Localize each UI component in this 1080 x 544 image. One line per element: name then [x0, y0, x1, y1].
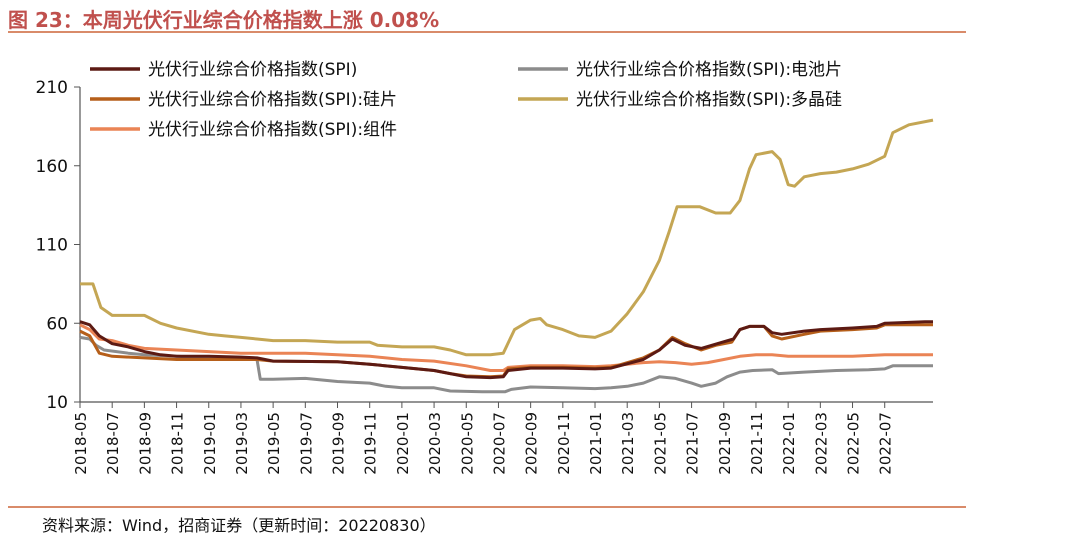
- x-tick-label: 2019-05: [265, 412, 283, 475]
- y-tick-label: 60: [46, 314, 68, 334]
- x-tick-label: 2018-09: [136, 412, 154, 475]
- y-tick-label: 160: [36, 157, 68, 177]
- x-tick-label: 2019-07: [297, 412, 315, 475]
- x-tick-label: 2019-01: [201, 412, 219, 475]
- legend-label-2: 光伏行业综合价格指数(SPI):硅片: [148, 90, 397, 110]
- legend-label-4: 光伏行业综合价格指数(SPI):组件: [148, 120, 397, 140]
- x-tick-label: 2019-03: [233, 412, 251, 475]
- source-rule: [8, 506, 966, 508]
- x-tick-label: 2021-01: [587, 412, 605, 475]
- x-tick-label: 2018-11: [169, 412, 187, 475]
- line-chart: 10 60 110 160 210 2018-05 2018-07 2018-09 2018-1…: [36, 60, 934, 475]
- x-tick-label: 2020-09: [523, 412, 541, 475]
- series-line-0: [79, 320, 933, 380]
- x-tick-label: 2020-01: [394, 412, 412, 475]
- x-tick-label: 2020-07: [490, 412, 508, 475]
- figure-title: 图 23：本周光伏行业综合价格指数上涨 0.08%: [8, 8, 440, 32]
- legend-label-1: 光伏行业综合价格指数(SPI):电池片: [576, 60, 842, 80]
- x-tick-label: 2020-11: [555, 412, 573, 475]
- legend-label-3: 光伏行业综合价格指数(SPI):多晶硅: [576, 90, 842, 110]
- x-tick-label: 2021-11: [748, 412, 766, 475]
- source-note: 资料来源：Wind，招商证券（更新时间：20220830）: [42, 516, 436, 535]
- x-tick-label: 2020-05: [458, 412, 476, 475]
- x-tick-label: 2019-09: [330, 412, 348, 475]
- x-tick-label: 2019-11: [362, 412, 380, 475]
- x-tick-label: 2022-07: [877, 412, 895, 475]
- x-tick-label: 2018-07: [104, 412, 122, 475]
- x-tick-label: 2021-07: [684, 412, 702, 475]
- x-tick-label: 2022-01: [780, 412, 798, 475]
- title-rule: [8, 31, 966, 33]
- y-tick-label: 10: [46, 393, 68, 413]
- x-tick-label: 2021-09: [716, 412, 734, 475]
- x-tick-label: 2022-05: [845, 412, 863, 475]
- y-tick-label: 110: [36, 236, 68, 256]
- x-tick-label: 2018-05: [72, 412, 90, 475]
- x-tick-label: 2021-03: [619, 412, 637, 475]
- series-line-3: [80, 118, 934, 357]
- x-tick-label: 2022-03: [812, 412, 830, 475]
- legend-label-0: 光伏行业综合价格指数(SPI): [148, 60, 357, 80]
- y-tick-label: 210: [36, 78, 68, 98]
- x-tick-label: 2021-05: [651, 412, 669, 475]
- series-line-4: [79, 323, 933, 372]
- x-tick-label: 2020-03: [426, 412, 444, 475]
